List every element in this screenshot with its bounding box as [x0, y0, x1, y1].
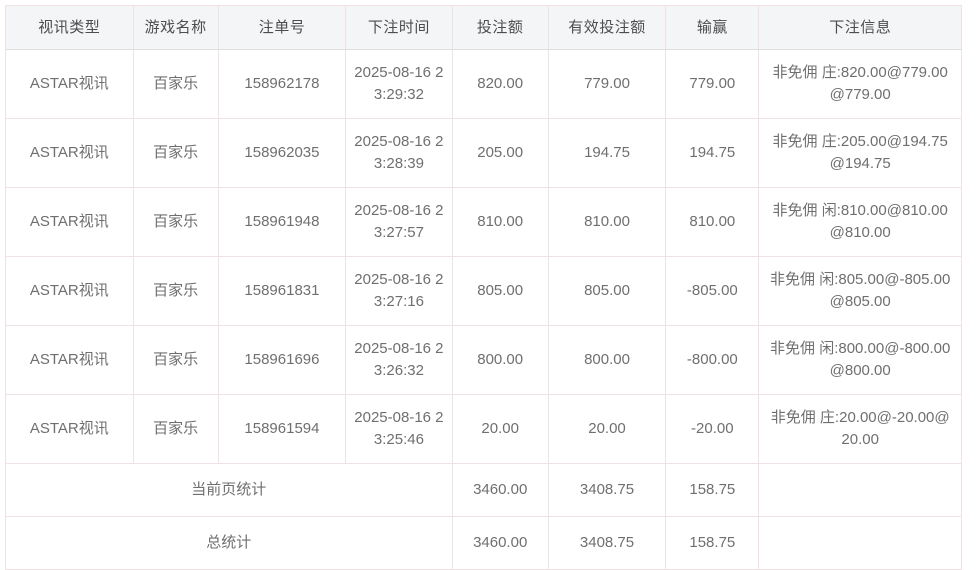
- table-row[interactable]: ASTAR视讯 百家乐 158961948 2025-08-16 23:27:5…: [5, 187, 962, 257]
- table-row[interactable]: ASTAR视讯 百家乐 158961831 2025-08-16 23:27:1…: [5, 256, 962, 326]
- cell-valid-amount: 194.75: [547, 118, 667, 188]
- summary-row-current-page: 当前页统计 3460.00 3408.75 158.75: [5, 463, 962, 517]
- column-header-bet-info[interactable]: 下注信息: [758, 5, 962, 50]
- cell-video-type: ASTAR视讯: [5, 49, 134, 119]
- cell-bet-amount: 810.00: [451, 187, 549, 257]
- cell-bet-info: 非免佣 庄:205.00@194.75@194.75: [758, 118, 962, 188]
- summary-win-lose: 158.75: [665, 516, 760, 570]
- cell-order-no: 158961594: [217, 394, 347, 464]
- cell-video-type: ASTAR视讯: [5, 187, 134, 257]
- summary-bet-info: [758, 516, 962, 570]
- cell-game-name: 百家乐: [132, 256, 219, 326]
- cell-bet-amount: 20.00: [451, 394, 549, 464]
- table-header-row: 视讯类型 游戏名称 注单号 下注时间 投注额 有效投注额 输赢 下注信息: [5, 5, 962, 50]
- cell-valid-amount: 805.00: [547, 256, 667, 326]
- column-header-bet-time[interactable]: 下注时间: [345, 5, 453, 50]
- cell-valid-amount: 810.00: [547, 187, 667, 257]
- cell-valid-amount: 20.00: [547, 394, 667, 464]
- summary-valid-amount: 3408.75: [547, 516, 667, 570]
- cell-game-name: 百家乐: [132, 187, 219, 257]
- cell-bet-time: 2025-08-16 23:27:16: [345, 256, 453, 326]
- cell-order-no: 158962178: [217, 49, 347, 119]
- column-header-win-lose[interactable]: 输赢: [665, 5, 760, 50]
- table-row[interactable]: ASTAR视讯 百家乐 158962178 2025-08-16 23:29:3…: [5, 49, 962, 119]
- cell-game-name: 百家乐: [132, 325, 219, 395]
- cell-valid-amount: 779.00: [547, 49, 667, 119]
- cell-bet-amount: 820.00: [451, 49, 549, 119]
- summary-bet-info: [758, 463, 962, 517]
- cell-bet-time: 2025-08-16 23:26:32: [345, 325, 453, 395]
- cell-order-no: 158961831: [217, 256, 347, 326]
- cell-video-type: ASTAR视讯: [5, 118, 134, 188]
- summary-bet-amount: 3460.00: [451, 516, 549, 570]
- cell-bet-amount: 805.00: [451, 256, 549, 326]
- cell-order-no: 158961948: [217, 187, 347, 257]
- table-row[interactable]: ASTAR视讯 百家乐 158962035 2025-08-16 23:28:3…: [5, 118, 962, 188]
- column-header-bet-amount[interactable]: 投注额: [451, 5, 549, 50]
- cell-video-type: ASTAR视讯: [5, 325, 134, 395]
- cell-valid-amount: 800.00: [547, 325, 667, 395]
- cell-bet-time: 2025-08-16 23:28:39: [345, 118, 453, 188]
- cell-win-lose: -800.00: [665, 325, 760, 395]
- cell-win-lose: 810.00: [665, 187, 760, 257]
- cell-win-lose: -805.00: [665, 256, 760, 326]
- cell-game-name: 百家乐: [132, 394, 219, 464]
- table-row[interactable]: ASTAR视讯 百家乐 158961696 2025-08-16 23:26:3…: [5, 325, 962, 395]
- bet-records-table: 视讯类型 游戏名称 注单号 下注时间 投注额 有效投注额 输赢 下注信息 AST…: [5, 5, 962, 570]
- table-header: 视讯类型 游戏名称 注单号 下注时间 投注额 有效投注额 输赢 下注信息: [5, 5, 962, 50]
- cell-bet-time: 2025-08-16 23:25:46: [345, 394, 453, 464]
- column-header-valid-amount[interactable]: 有效投注额: [547, 5, 667, 50]
- cell-bet-info: 非免佣 闲:810.00@810.00@810.00: [758, 187, 962, 257]
- cell-order-no: 158961696: [217, 325, 347, 395]
- summary-label-current-page: 当前页统计: [5, 463, 453, 517]
- cell-bet-amount: 205.00: [451, 118, 549, 188]
- table-row[interactable]: ASTAR视讯 百家乐 158961594 2025-08-16 23:25:4…: [5, 394, 962, 464]
- cell-bet-info: 非免佣 闲:805.00@-805.00@805.00: [758, 256, 962, 326]
- table-body: ASTAR视讯 百家乐 158962178 2025-08-16 23:29:3…: [5, 49, 962, 570]
- column-header-game-name[interactable]: 游戏名称: [132, 5, 219, 50]
- cell-game-name: 百家乐: [132, 118, 219, 188]
- cell-bet-info: 非免佣 庄:20.00@-20.00@20.00: [758, 394, 962, 464]
- cell-bet-info: 非免佣 庄:820.00@779.00@779.00: [758, 49, 962, 119]
- cell-win-lose: 194.75: [665, 118, 760, 188]
- column-header-order-no[interactable]: 注单号: [217, 5, 347, 50]
- cell-order-no: 158962035: [217, 118, 347, 188]
- summary-row-total: 总统计 3460.00 3408.75 158.75: [5, 516, 962, 570]
- column-header-video-type[interactable]: 视讯类型: [5, 5, 134, 50]
- bet-records-panel: 视讯类型 游戏名称 注单号 下注时间 投注额 有效投注额 输赢 下注信息 AST…: [5, 5, 962, 570]
- cell-bet-time: 2025-08-16 23:29:32: [345, 49, 453, 119]
- cell-video-type: ASTAR视讯: [5, 394, 134, 464]
- summary-bet-amount: 3460.00: [451, 463, 549, 517]
- summary-label-total: 总统计: [5, 516, 453, 570]
- summary-valid-amount: 3408.75: [547, 463, 667, 517]
- cell-win-lose: -20.00: [665, 394, 760, 464]
- cell-win-lose: 779.00: [665, 49, 760, 119]
- cell-bet-info: 非免佣 闲:800.00@-800.00@800.00: [758, 325, 962, 395]
- cell-video-type: ASTAR视讯: [5, 256, 134, 326]
- cell-bet-amount: 800.00: [451, 325, 549, 395]
- cell-bet-time: 2025-08-16 23:27:57: [345, 187, 453, 257]
- cell-game-name: 百家乐: [132, 49, 219, 119]
- summary-win-lose: 158.75: [665, 463, 760, 517]
